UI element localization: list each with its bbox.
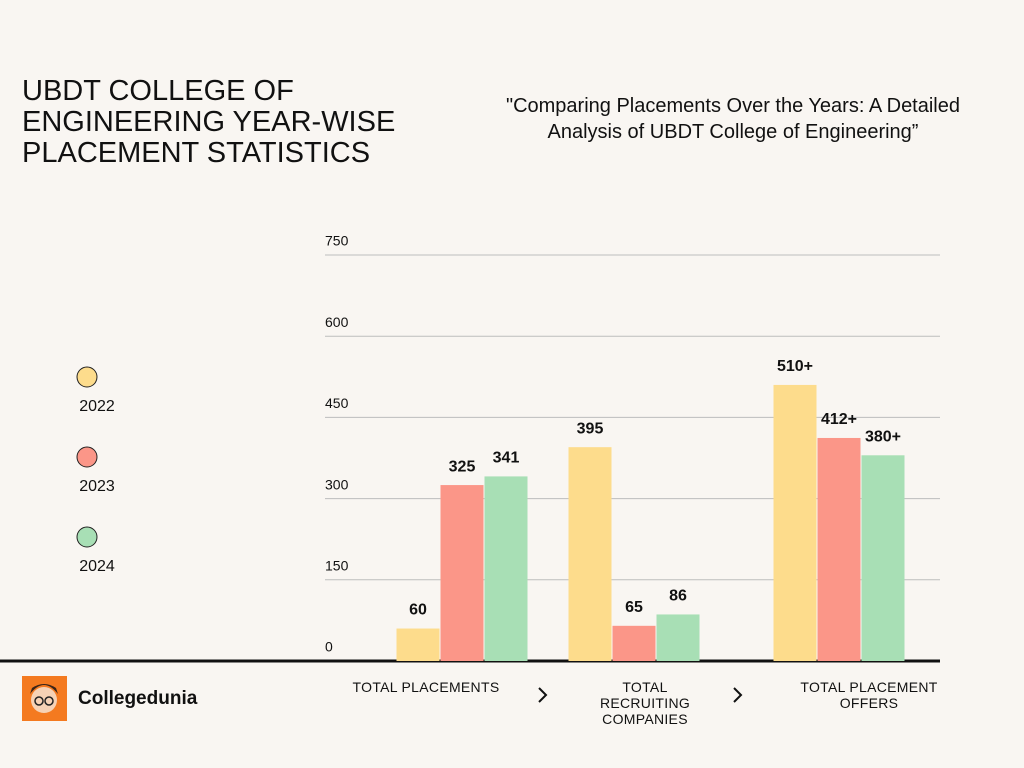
y-tick-label: 750	[325, 233, 349, 249]
y-tick-label: 0	[325, 639, 333, 655]
legend-swatch	[76, 366, 98, 388]
x-tick-label: TOTAL PLACEMENT OFFERS	[800, 679, 938, 711]
bar	[484, 476, 528, 661]
value-label: 380+	[865, 429, 901, 446]
legend-label: 2022	[79, 398, 115, 415]
y-tick-label: 600	[325, 314, 349, 330]
legend-swatch	[76, 446, 98, 468]
y-tick-label: 450	[325, 395, 349, 411]
value-label: 65	[625, 599, 643, 616]
bar	[817, 437, 861, 661]
legend-label: 2024	[79, 558, 115, 575]
value-label: 86	[669, 588, 687, 605]
value-label: 412+	[821, 411, 857, 428]
logo	[22, 676, 67, 721]
title: UBDT COLLEGE OF ENGINEERING YEAR-WISE PL…	[22, 75, 396, 169]
value-label: 325	[449, 458, 476, 475]
value-label: 60	[409, 602, 427, 619]
bar	[440, 485, 484, 661]
bar	[612, 625, 656, 661]
legend-swatch	[76, 526, 98, 548]
value-label: 510+	[777, 358, 813, 375]
x-tick-label: TOTAL PLACEMENTS	[352, 679, 500, 695]
bar	[861, 455, 905, 661]
legend-label: 2023	[79, 478, 115, 495]
bar	[773, 384, 817, 661]
chevron	[538, 687, 548, 703]
brand: Collegedunia	[78, 688, 198, 709]
y-tick-label: 150	[325, 558, 349, 574]
value-label: 395	[577, 420, 604, 437]
chevron	[733, 687, 743, 703]
y-tick-label: 300	[325, 476, 349, 492]
bar	[396, 628, 440, 661]
bar	[568, 447, 612, 661]
x-tick-label: TOTAL RECRUITING COMPANIES	[599, 679, 691, 727]
subtitle: "Comparing Placements Over the Years: A …	[505, 95, 960, 143]
value-label: 341	[493, 450, 520, 467]
bar	[656, 614, 700, 661]
